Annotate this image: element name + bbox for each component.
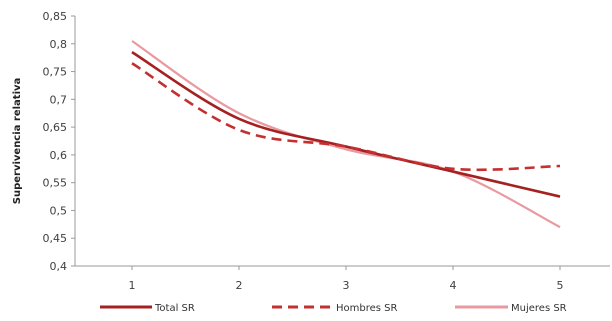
x-tick-label: 2 — [236, 279, 243, 292]
legend-label: Hombres SR — [336, 303, 398, 314]
y-tick-label: 0,75 — [43, 66, 68, 79]
y-axis: 0,4 0,45 0,5 0,55 0,6 0,65 0,7 0,75 0,8 0,85 — [43, 10, 76, 273]
series-lines — [131, 40, 561, 229]
y-tick-label: 0,8 — [50, 38, 68, 51]
x-tick-label: 1 — [129, 279, 136, 292]
series-line-mujeres-sr — [131, 40, 561, 229]
y-tick-label: 0,6 — [50, 149, 68, 162]
y-tick-label: 0,4 — [50, 260, 68, 273]
x-axis: 1 2 3 4 5 — [75, 265, 610, 292]
y-tick-label: 0,85 — [43, 10, 68, 23]
legend-label: Total SR — [154, 303, 195, 314]
x-tick-label: 3 — [343, 279, 350, 292]
y-tick-label: 0,55 — [43, 177, 68, 190]
series-line-hombres-sr — [131, 62, 561, 172]
x-tick-label: 4 — [450, 279, 457, 292]
y-tick-label: 0,5 — [50, 204, 68, 217]
y-tick-label: 0,45 — [43, 232, 68, 245]
legend: Total SR Hombres SR Mujeres SR — [100, 303, 567, 314]
x-tick-label: 5 — [557, 279, 564, 292]
y-axis-label: Supervivencia relativa — [12, 78, 23, 205]
y-tick-label: 0,7 — [50, 93, 68, 106]
series-line-total-sr — [131, 51, 561, 198]
y-tick-label: 0,65 — [43, 121, 68, 134]
legend-label: Mujeres SR — [511, 303, 567, 314]
